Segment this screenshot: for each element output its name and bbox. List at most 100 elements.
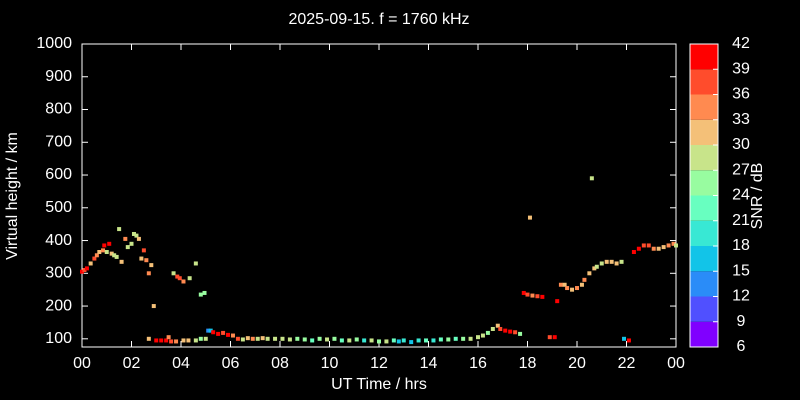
data-point	[144, 258, 149, 263]
data-point	[193, 338, 198, 343]
data-point	[295, 336, 300, 341]
data-point	[671, 241, 676, 246]
colorbar-tick-label: 33	[732, 111, 750, 128]
x-tick-label: 10	[321, 355, 339, 372]
data-point	[527, 215, 532, 220]
data-point	[235, 336, 240, 341]
data-point	[136, 236, 141, 241]
data-point	[123, 236, 128, 241]
data-point	[362, 338, 367, 343]
data-point	[202, 290, 207, 295]
x-tick-label: 14	[420, 355, 438, 372]
data-point	[240, 337, 245, 342]
data-point	[149, 263, 154, 268]
data-point	[208, 328, 213, 333]
data-point	[575, 286, 579, 291]
x-tick-label: 02	[123, 355, 141, 372]
data-point	[154, 338, 159, 343]
data-point	[102, 243, 107, 248]
data-point	[513, 330, 518, 335]
data-point	[547, 335, 552, 340]
data-point	[325, 337, 330, 342]
data-point	[332, 336, 337, 341]
data-point	[175, 274, 180, 279]
data-point	[416, 338, 421, 343]
data-point	[84, 266, 89, 271]
data-point	[656, 246, 661, 251]
data-point	[216, 331, 221, 336]
data-point	[461, 336, 466, 341]
data-point	[589, 176, 594, 181]
data-point	[146, 271, 151, 276]
y-tick-label: 100	[45, 330, 72, 347]
data-point	[592, 266, 597, 271]
colorbar-tick-label: 36	[732, 86, 750, 103]
colorbar-swatch	[690, 271, 718, 297]
data-point	[579, 282, 584, 287]
data-point	[480, 333, 485, 338]
colorbar-label: SNR / dB	[749, 163, 766, 230]
data-point	[558, 282, 563, 287]
data-point	[139, 256, 144, 261]
data-point	[525, 292, 530, 297]
y-tick-label: 1000	[36, 35, 72, 52]
data-point	[401, 338, 406, 343]
data-point	[260, 336, 265, 341]
data-point	[211, 330, 216, 335]
data-point	[339, 338, 344, 343]
colorbar-swatch	[690, 145, 718, 171]
data-point	[384, 339, 389, 344]
y-tick-label: 300	[45, 265, 72, 282]
data-point	[177, 276, 182, 281]
data-point	[265, 336, 270, 341]
data-point	[206, 328, 211, 333]
data-point	[159, 338, 164, 343]
colorbar-swatch	[690, 44, 718, 70]
data-point	[94, 253, 99, 258]
data-point	[619, 259, 624, 264]
data-point	[594, 264, 599, 269]
colorbar-swatch	[690, 170, 718, 196]
data-point	[164, 338, 169, 343]
data-point	[646, 243, 651, 248]
x-tick-label: 04	[172, 355, 190, 372]
data-point	[535, 294, 540, 299]
data-point	[476, 335, 480, 340]
data-point	[530, 293, 535, 298]
y-tick-label: 800	[45, 101, 72, 118]
data-point	[518, 331, 523, 336]
data-point	[498, 326, 503, 331]
data-point	[146, 336, 151, 341]
y-axis-label: Virtual height / km	[4, 132, 21, 260]
data-point	[485, 330, 490, 335]
colorbar-tick-label: 42	[732, 35, 750, 52]
data-point	[80, 269, 84, 274]
data-point	[287, 337, 292, 342]
data-point	[221, 330, 226, 335]
data-point	[552, 335, 557, 340]
data-point	[280, 336, 285, 341]
data-point	[171, 271, 176, 276]
data-point	[651, 246, 656, 251]
data-point	[396, 339, 401, 344]
colorbar-tick-label: 9	[737, 313, 746, 330]
data-point	[453, 336, 458, 341]
data-point	[181, 338, 186, 343]
data-point	[369, 338, 374, 343]
data-point	[245, 336, 250, 341]
colorbar-tick-label: 39	[732, 60, 750, 77]
data-point	[599, 261, 604, 266]
data-point	[109, 251, 114, 256]
y-tick-label: 400	[45, 232, 72, 249]
data-point	[609, 259, 614, 264]
colorbar-swatch	[690, 220, 718, 246]
data-point	[125, 245, 130, 250]
data-point	[134, 233, 139, 238]
data-point	[187, 276, 192, 281]
data-point	[88, 261, 93, 266]
data-point	[302, 337, 307, 342]
data-point	[230, 333, 235, 338]
data-point	[317, 336, 322, 341]
data-point	[614, 261, 619, 266]
